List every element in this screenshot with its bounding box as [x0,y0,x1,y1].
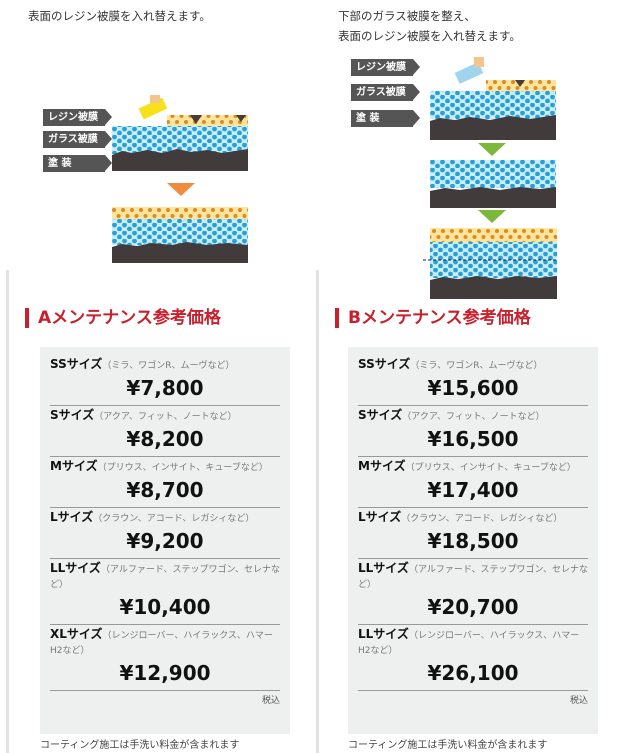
size-label: Lサイズ（クラウン、アコード、レガシィなど） [50,510,280,526]
price-value: ¥18,500 [427,529,519,553]
size-name: SSサイズ [50,357,103,371]
size-label: Sサイズ（アクア、フィット、ノートなど） [50,408,280,424]
size-name: Mサイズ [358,459,406,473]
sponge-icon [138,95,168,120]
arrow-down-icon [478,210,506,223]
plan-b-note: コーティング施工は手洗い料金が含まれます [348,740,548,751]
price-value: ¥20,700 [427,595,519,619]
diagram-before [112,95,248,171]
size-label: Lサイズ（クラウン、アコード、レガシィなど） [358,510,588,526]
price-row: Sサイズ（アクア、フィット、ノートなど） ¥16,500 [358,406,588,457]
size-name: Sサイズ [358,408,403,422]
plan-a-note: コーティング施工は手洗い料金が含まれます [40,740,240,751]
price-row: SSサイズ（ミラ、ワゴンR、ムーヴなど） ¥15,600 [358,355,588,406]
tax-included-label: 税込 [569,696,588,706]
price-row: Lサイズ（クラウン、アコード、レガシィなど） ¥9,200 [50,508,280,559]
price-value: ¥12,900 [119,661,211,685]
plan-a-price-table: SSサイズ（ミラ、ワゴンR、ムーヴなど） ¥7,800 Sサイズ（アクア、フィット、… [40,347,290,734]
example-cars: （プリウス、インサイト、キューブなど） [405,463,576,473]
plan-a-heading: Aメンテナンス参考価格 [25,308,221,328]
price-value: ¥26,100 [427,661,519,685]
size-label: Mサイズ（プリウス、インサイト、キューブなど） [358,459,588,475]
price-value: ¥8,200 [126,427,204,451]
example-cars: （アルファード、ステップワゴン、セレナなど） [50,565,280,590]
size-label: SSサイズ（ミラ、ワゴンR、ムーヴなど） [50,357,280,373]
divider [316,270,319,753]
label-glass: ガラス被膜 [351,84,420,101]
size-name: Mサイズ [50,459,98,473]
size-name: Sサイズ [50,408,95,422]
price-value: ¥9,200 [126,529,204,553]
tax-included-label: 税込 [261,696,280,706]
size-label: LLサイズ（アルファード、ステップワゴン、セレナなど） [358,561,588,592]
size-name: XLサイズ [50,627,103,641]
price-row: LLサイズ（レンジローバー、ハイラックス、ハマーH2など） ¥26,100 [358,625,588,691]
size-name: Lサイズ [358,510,402,524]
price-row: SSサイズ（ミラ、ワゴンR、ムーヴなど） ¥7,800 [50,355,280,406]
size-label: LLサイズ（アルファード、ステップワゴン、セレナなど） [50,561,280,592]
label-glass: ガラス被膜 [43,131,112,148]
plan-b-price-table: SSサイズ（ミラ、ワゴンR、ムーヴなど） ¥15,600 Sサイズ（アクア、フィット… [348,347,598,734]
arrow-down-icon [167,183,195,196]
example-cars: （クラウン、アコード、レガシィなど） [401,514,563,524]
plan-b-column: 下部のガラス被膜を整え、 表面のレジン被膜を入れ替えます。 レジン被膜 ガラス被… [313,0,626,753]
divider [6,270,9,753]
price-row: LLサイズ（アルファード、ステップワゴン、セレナなど） ¥20,700 [358,559,588,625]
price-value: ¥17,400 [427,478,519,502]
example-cars: （レンジローバー、ハイラックス、ハマーH2など） [50,631,273,656]
size-name: LLサイズ [358,627,409,641]
price-row: LLサイズ（アルファード、ステップワゴン、セレナなど） ¥10,400 [50,559,280,625]
size-label: XLサイズ（レンジローバー、ハイラックス、ハマーH2など） [50,627,280,658]
size-label: LLサイズ（レンジローバー、ハイラックス、ハマーH2など） [358,627,588,658]
price-row: Mサイズ（プリウス、インサイト、キューブなど） ¥8,700 [50,457,280,508]
price-value: ¥16,500 [427,427,519,451]
diagram-after [112,207,248,263]
price-value: ¥7,800 [126,376,204,400]
example-cars: （プリウス、インサイト、キューブなど） [97,463,268,473]
size-name: LLサイズ [358,561,409,575]
label-paint: 塗 装 [351,110,420,127]
price-value: ¥10,400 [119,595,211,619]
arrow-down-icon [478,143,506,156]
sponge-icon [454,57,484,84]
size-label: Sサイズ（アクア、フィット、ノートなど） [358,408,588,424]
label-paint: 塗 装 [43,155,112,172]
label-resin: レジン被膜 [43,109,112,126]
plan-b-description-2: 表面のレジン被膜を入れ替えます。 [338,29,521,43]
example-cars: （クラウン、アコード、レガシィなど） [93,514,255,524]
diagram-middle [430,160,556,208]
size-label: SSサイズ（ミラ、ワゴンR、ムーヴなど） [358,357,588,373]
example-cars: （ミラ、ワゴンR、ムーヴなど） [102,361,235,371]
price-row: Lサイズ（クラウン、アコード、レガシィなど） ¥18,500 [358,508,588,559]
size-name: Lサイズ [50,510,94,524]
diagram-before [430,57,556,140]
price-row: XLサイズ（レンジローバー、ハイラックス、ハマーH2など） ¥12,900 [50,625,280,691]
size-label: Mサイズ（プリウス、インサイト、キューブなど） [50,459,280,475]
price-row: Mサイズ（プリウス、インサイト、キューブなど） ¥17,400 [358,457,588,508]
size-name: LLサイズ [50,561,101,575]
example-cars: （アクア、フィット、ノートなど） [402,412,545,422]
plan-a-column: 表面のレジン被膜を入れ替えます。 レジン被膜 ガラス被膜 塗 装 Aメンテナンス… [6,9,290,753]
example-cars: （アルファード、ステップワゴン、セレナなど） [358,565,588,590]
plan-b-heading: Bメンテナンス参考価格 [335,308,531,328]
example-cars: （レンジローバー、ハイラックス、ハマーH2など） [358,631,580,656]
example-cars: （アクア、フィット、ノートなど） [94,412,237,422]
example-cars: （ミラ、ワゴンR、ムーヴなど） [410,361,543,371]
size-name: SSサイズ [358,357,411,371]
price-value: ¥8,700 [126,478,204,502]
label-resin: レジン被膜 [351,59,420,76]
price-row: Sサイズ（アクア、フィット、ノートなど） ¥8,200 [50,406,280,457]
plan-b-description-1: 下部のガラス被膜を整え、 [338,9,476,23]
plan-a-description: 表面のレジン被膜を入れ替えます。 [28,9,211,23]
price-value: ¥15,600 [427,376,519,400]
diagram-after [423,228,557,299]
